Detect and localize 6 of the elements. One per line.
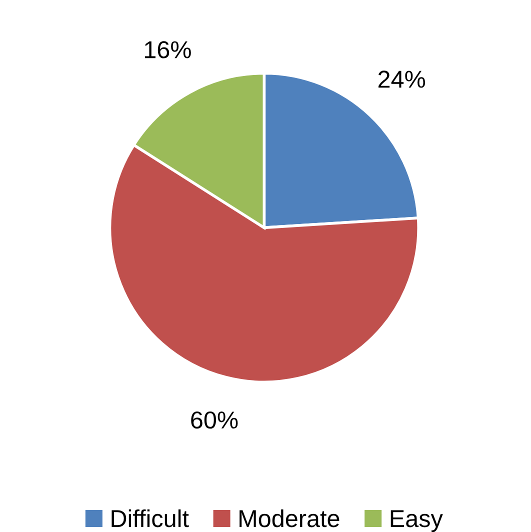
- data-label: 60%: [191, 411, 238, 429]
- data-label: 16%: [144, 41, 191, 58]
- legend-label: Easy: [390, 510, 443, 532]
- data-label: 24%: [378, 70, 426, 88]
- legend-label: Moderate: [240, 509, 340, 528]
- legend-label: Difficult: [112, 509, 189, 528]
